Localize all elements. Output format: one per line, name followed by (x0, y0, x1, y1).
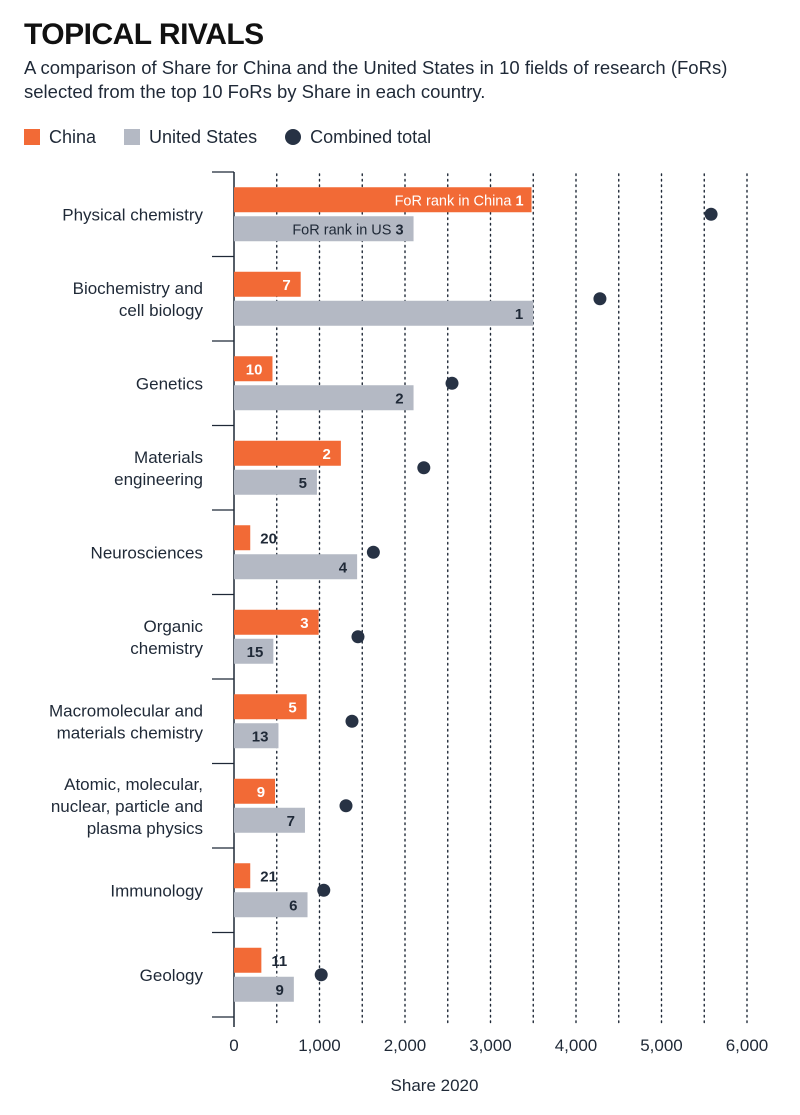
chart-title: TOPICAL RIVALS (24, 18, 264, 51)
combined-dot (366, 545, 380, 559)
legend-swatch-us (124, 129, 141, 145)
legend-item-combined: Combined total (285, 127, 431, 148)
bar-us (234, 892, 308, 918)
legend: China United States Combined total (24, 126, 459, 148)
legend-swatch-china (24, 129, 40, 145)
bar-us (234, 976, 294, 1002)
bar-china (234, 778, 276, 804)
bar-china (234, 271, 301, 297)
category-label: cell biology (119, 301, 204, 320)
bar-china (234, 694, 307, 720)
rank-label-china: 10 (246, 361, 263, 378)
bar-us (234, 554, 358, 580)
bar-china (234, 863, 251, 889)
legend-label-china: China (49, 126, 97, 147)
x-tick-label: 3,000 (469, 1036, 512, 1055)
rank-label-us: 2 (395, 390, 403, 407)
bar-us (234, 723, 279, 749)
bar-china (234, 356, 273, 382)
category-label: Genetics (136, 374, 203, 393)
legend-item-us: United States (124, 127, 257, 148)
category-label: Geology (140, 966, 204, 985)
bar-china (234, 525, 251, 551)
rank-label-us: 9 (276, 982, 284, 999)
bar-us (234, 300, 534, 326)
category-label: chemistry (130, 639, 203, 658)
bar-china (234, 187, 532, 213)
rank-label-china: 21 (260, 868, 277, 885)
rank-label-us: 1 (515, 306, 523, 323)
rank-label-china: 3 (300, 615, 308, 632)
rank-label-us: 4 (339, 559, 348, 576)
legend-item-china: China (24, 127, 96, 148)
bar-us (234, 216, 414, 242)
legend-label-us: United States (149, 126, 258, 147)
category-label: Materials (134, 448, 203, 467)
rank-label-us: 5 (299, 475, 307, 492)
rank-label-china: 5 (288, 699, 296, 716)
combined-dot (339, 799, 353, 813)
category-label: materials chemistry (57, 723, 204, 742)
x-tick-label: 1,000 (298, 1036, 341, 1055)
x-tick-label: 5,000 (640, 1036, 683, 1055)
rank-label-us: FoR rank in US 3 (292, 222, 403, 238)
bar-us (234, 807, 305, 833)
category-label: Macromolecular and (49, 701, 203, 720)
chart-subtitle: A comparison of Share for China and the … (24, 57, 728, 102)
bar-us (234, 469, 317, 495)
x-tick-label: 6,000 (726, 1036, 769, 1055)
combined-dot (351, 630, 365, 644)
rank-label-us: 7 (287, 813, 295, 830)
bar-china (234, 440, 341, 466)
bar-china (234, 609, 319, 635)
bar-us (234, 385, 414, 411)
combined-dot (314, 968, 328, 982)
combined-dot (445, 376, 459, 390)
x-tick-label: 2,000 (384, 1036, 427, 1055)
combined-dot (317, 883, 331, 897)
combined-dot (593, 292, 607, 306)
rank-label-us: 15 (247, 644, 264, 661)
x-tick-label: 4,000 (555, 1036, 598, 1055)
rank-label-china: 9 (257, 784, 265, 801)
rank-label-us: 6 (289, 897, 297, 914)
category-label: nuclear, particle and (51, 797, 203, 816)
rank-label-china: FoR rank in China 1 (395, 193, 524, 209)
bar-china (234, 947, 262, 973)
combined-dot (417, 461, 431, 475)
legend-dot-combined (285, 129, 302, 145)
category-label: Atomic, molecular, (64, 775, 203, 794)
x-axis-label: Share 2020 (391, 1076, 479, 1095)
category-label: Biochemistry and (73, 279, 203, 298)
x-tick-label: 0 (229, 1036, 238, 1055)
legend-label-combined: Combined total (310, 126, 432, 147)
combined-dot (704, 207, 718, 221)
rank-label-china: 7 (282, 277, 290, 294)
category-label: Neurosciences (91, 543, 203, 562)
rank-label-china: 20 (260, 530, 277, 547)
category-label: engineering (114, 470, 203, 489)
category-label: Organic (143, 617, 203, 636)
category-label: Physical chemistry (62, 205, 203, 224)
category-label: Immunology (110, 881, 203, 900)
combined-dot (345, 714, 359, 728)
bar-us (234, 638, 274, 664)
rank-label-china: 11 (271, 953, 287, 970)
rank-label-us: 13 (252, 728, 269, 745)
category-label: plasma physics (87, 819, 203, 838)
rank-label-china: 2 (323, 446, 331, 463)
